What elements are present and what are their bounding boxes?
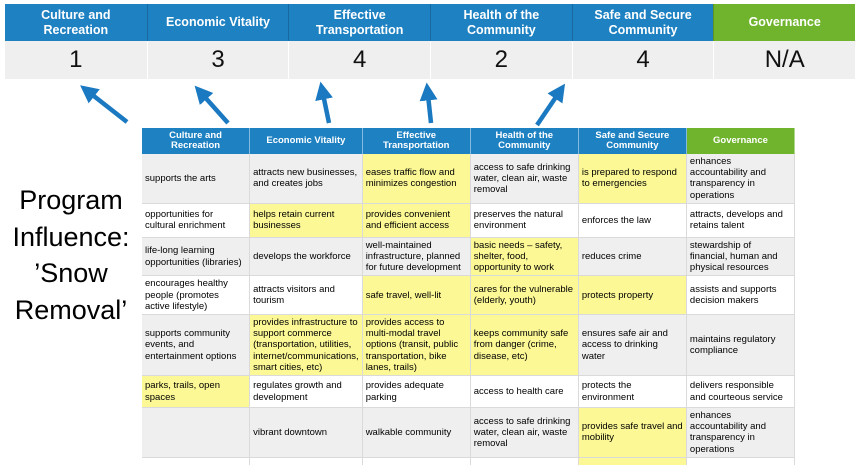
priority-score: N/A <box>713 41 856 79</box>
matrix-cell: access to safe drinking water, clean air… <box>470 408 579 458</box>
priority-header: Health of the Community <box>430 4 572 41</box>
matrix-cell: keeps community safe from danger (crime,… <box>470 315 579 377</box>
matrix-cell: encourages healthy people (promotes acti… <box>142 276 251 316</box>
priority-score: 4 <box>288 41 431 79</box>
matrix-cell <box>686 457 795 465</box>
matrix-cell: parks, trails, open spaces <box>142 376 251 409</box>
matrix-cell: protects property <box>578 276 687 316</box>
priority-score: 2 <box>430 41 572 79</box>
influence-arrow-5 <box>535 83 566 127</box>
matrix-cell <box>362 457 471 465</box>
matrix-cell <box>250 457 363 465</box>
matrix-column-header: Effective Transportation <box>362 128 471 154</box>
priority-score: 4 <box>571 41 714 79</box>
matrix-cell: maintains regulatory compliance <box>686 315 795 377</box>
matrix-cell: attracts, develops and retains talent <box>686 203 795 238</box>
matrix-cell: helps retain current businesses <box>250 203 363 238</box>
matrix-cell: ensures safe air and access to drinking … <box>578 315 687 377</box>
matrix-cell: access to health care <box>470 376 579 409</box>
matrix-column-header: Culture and Recreation <box>142 128 251 154</box>
priority-column-1: Culture and Recreation 1 <box>5 4 147 79</box>
matrix-cell: supports the arts <box>142 154 251 204</box>
matrix-cell: protects the environment <box>578 376 687 409</box>
priority-column-5: Safe and Secure Community 4 <box>571 4 714 79</box>
matrix-cell: stewardship of financial, human and phys… <box>686 237 795 277</box>
matrix-cell: preserves the natural environment <box>470 203 579 238</box>
priority-header: Effective Transportation <box>288 4 431 41</box>
matrix-cell: provides safe travel and mobility <box>578 408 687 458</box>
matrix-cell: safe travel, well-lit <box>362 276 471 316</box>
priority-header: Safe and Secure Community <box>571 4 714 41</box>
program-influence-title: Program Influence: ’Snow Removal’ <box>0 182 142 329</box>
program-influence-title-line: ’Snow <box>34 258 108 289</box>
matrix-cell: develops the workforce <box>250 237 363 277</box>
program-influence-title-line: Program <box>19 185 123 215</box>
matrix-cell: assists and supports decision makers <box>686 276 795 316</box>
influence-arrow-1 <box>80 85 129 124</box>
priority-header: Governance <box>713 4 856 41</box>
influence-matrix: Culture and Recreation Economic Vitality E… <box>142 128 795 465</box>
matrix-cell: life-long learning opportunities (librar… <box>142 237 251 277</box>
matrix-cell: walkable community <box>362 408 471 458</box>
program-influence-title-line: Influence: <box>12 221 130 252</box>
influence-arrow-4 <box>419 82 438 124</box>
matrix-column-header: Governance <box>686 128 795 154</box>
matrix-cell <box>470 457 579 465</box>
priority-column-6: Governance N/A <box>713 4 856 79</box>
influence-arrow-3 <box>315 81 333 124</box>
matrix-cell <box>142 408 251 458</box>
matrix-column-header: Safe and Secure Community <box>578 128 687 154</box>
matrix-cell: provides convenient and efficient access <box>362 203 471 238</box>
priority-header: Economic Vitality <box>146 4 289 41</box>
priority-score: 3 <box>146 41 289 79</box>
program-influence-title-line: Removal’ <box>14 295 128 326</box>
matrix-cell: is prepared to respond to emergencies <box>578 154 687 204</box>
matrix-cell: provides infrastructure to support comme… <box>250 315 363 377</box>
matrix-cell: looks after it's most vulnerable <box>578 457 687 465</box>
matrix-cell: attracts new businesses, and creates job… <box>250 154 363 204</box>
influence-arrow-2 <box>194 85 230 125</box>
matrix-cell: well-maintained infrastructure, planned … <box>362 237 471 277</box>
matrix-column-header: Economic Vitality <box>250 128 363 154</box>
matrix-cell: vibrant downtown <box>250 408 363 458</box>
matrix-cell: eases traffic flow and minimizes congest… <box>362 154 471 204</box>
matrix-cell <box>142 457 251 465</box>
matrix-cell: enforces the law <box>578 203 687 238</box>
priority-score: 1 <box>5 41 147 79</box>
matrix-cell: delivers responsible and courteous servi… <box>686 376 795 409</box>
matrix-cell: basic needs – safety, shelter, food, opp… <box>470 237 579 277</box>
priority-banner: Culture and Recreation 1 Economic Vitality… <box>5 4 856 79</box>
matrix-cell: cares for the vulnerable (elderly, youth… <box>470 276 579 316</box>
matrix-column-header: Health of the Community <box>470 128 579 154</box>
priority-column-2: Economic Vitality 3 <box>146 4 289 79</box>
priority-column-3: Effective Transportation 4 <box>288 4 431 79</box>
matrix-cell: access to safe drinking water, clean air… <box>470 154 579 204</box>
matrix-cell: attracts visitors and tourism <box>250 276 363 316</box>
matrix-cell: provides adequate parking <box>362 376 471 409</box>
matrix-cell: enhances accountability and transparency… <box>686 408 795 458</box>
matrix-cell: provides access to multi-modal travel op… <box>362 315 471 377</box>
matrix-cell: supports community events, and entertain… <box>142 315 251 377</box>
priority-column-4: Health of the Community 2 <box>430 4 572 79</box>
matrix-cell: enhances accountability and transparency… <box>686 154 795 204</box>
matrix-cell: regulates growth and development <box>250 376 363 409</box>
matrix-cell: reduces crime <box>578 237 687 277</box>
priority-header: Culture and Recreation <box>5 4 147 41</box>
matrix-cell: opportunities for cultural enrichment <box>142 203 251 238</box>
